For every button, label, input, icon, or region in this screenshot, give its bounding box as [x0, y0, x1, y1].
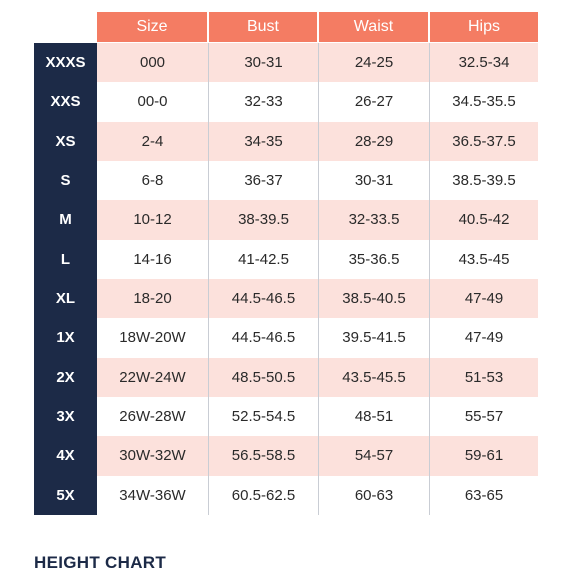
- cell-size: 2-4: [97, 121, 209, 161]
- size-label: XXS: [50, 93, 81, 111]
- cell-size: 30W-32W: [97, 436, 209, 476]
- table-row: 18W-20W 44.5-46.5 39.5-41.5 47-49: [97, 318, 538, 358]
- table-row: 18-20 44.5-46.5 38.5-40.5 47-49: [97, 278, 538, 319]
- table-row: 34W-36W 60.5-62.5 60-63 63-65: [97, 475, 538, 515]
- size-label: 3X: [56, 407, 75, 425]
- table-row: 10-12 38-39.5 32-33.5 40.5-42: [97, 200, 538, 240]
- size-label: XXXS: [45, 54, 86, 71]
- cell-hips: 34.5-35.5: [430, 82, 538, 122]
- cell-hips: 38.5-39.5: [430, 160, 538, 201]
- cell-waist: 60-63: [319, 475, 430, 515]
- height-chart-title: HEIGHT CHART: [34, 553, 167, 572]
- size-chart-header: Size Bust Waist Hips: [97, 12, 538, 42]
- cell-size: 000: [97, 43, 209, 83]
- cell-bust: 38-39.5: [209, 200, 319, 240]
- cell-hips: 63-65: [430, 475, 538, 515]
- cell-waist: 28-29: [319, 121, 430, 161]
- cell-hips: 55-57: [430, 396, 538, 437]
- cell-size: 18-20: [97, 278, 209, 319]
- header-waist: Waist: [319, 12, 430, 42]
- cell-size: 26W-28W: [97, 396, 209, 437]
- size-label: 4X: [56, 447, 75, 465]
- cell-waist: 30-31: [319, 160, 430, 201]
- size-label: XS: [55, 132, 76, 150]
- cell-bust: 44.5-46.5: [209, 278, 319, 319]
- cell-bust: 48.5-50.5: [209, 357, 319, 397]
- cell-bust: 32-33: [209, 82, 319, 122]
- cell-size: 14-16: [97, 239, 209, 279]
- cell-hips: 36.5-37.5: [430, 121, 538, 161]
- cell-bust: 36-37: [209, 160, 319, 201]
- table-row: 30W-32W 56.5-58.5 54-57 59-61: [97, 436, 538, 476]
- header-hips: Hips: [430, 12, 538, 42]
- cell-bust: 41-42.5: [209, 239, 319, 279]
- table-row: 26W-28W 52.5-54.5 48-51 55-57: [97, 396, 538, 437]
- size-label: S: [60, 171, 71, 189]
- cell-size: 22W-24W: [97, 357, 209, 397]
- cell-size: 18W-20W: [97, 318, 209, 358]
- table-row: 00-0 32-33 26-27 34.5-35.5: [97, 82, 538, 122]
- size-chart-body: 000 30-31 24-25 32.5-34 00-0 32-33 26-27…: [97, 43, 538, 515]
- table-row: 14-16 41-42.5 35-36.5 43.5-45: [97, 239, 538, 279]
- cell-hips: 40.5-42: [430, 200, 538, 240]
- cell-size: 10-12: [97, 200, 209, 240]
- size-label: M: [59, 211, 72, 229]
- size-label: XL: [55, 289, 76, 307]
- cell-hips: 43.5-45: [430, 239, 538, 279]
- size-label-column: XXXS XXS XS S M L XL 1X 2X 3X 4X 5X: [34, 43, 97, 515]
- cell-waist: 54-57: [319, 436, 430, 476]
- cell-bust: 52.5-54.5: [209, 396, 319, 437]
- table-row: 2-4 34-35 28-29 36.5-37.5: [97, 121, 538, 161]
- cell-hips: 59-61: [430, 436, 538, 476]
- cell-hips: 32.5-34: [430, 43, 538, 83]
- size-label: 1X: [56, 329, 75, 347]
- cell-bust: 56.5-58.5: [209, 436, 319, 476]
- cell-waist: 43.5-45.5: [319, 357, 430, 397]
- table-row: 22W-24W 48.5-50.5 43.5-45.5 51-53: [97, 357, 538, 397]
- cell-waist: 39.5-41.5: [319, 318, 430, 358]
- cell-bust: 60.5-62.5: [209, 475, 319, 515]
- cell-size: 00-0: [97, 82, 209, 122]
- table-row: 000 30-31 24-25 32.5-34: [97, 43, 538, 83]
- table-row: 6-8 36-37 30-31 38.5-39.5: [97, 160, 538, 201]
- cell-size: 34W-36W: [97, 475, 209, 515]
- cell-hips: 51-53: [430, 357, 538, 397]
- cell-waist: 48-51: [319, 396, 430, 437]
- cell-waist: 38.5-40.5: [319, 278, 430, 319]
- header-size: Size: [97, 12, 209, 42]
- cell-hips: 47-49: [430, 278, 538, 319]
- size-label: L: [60, 250, 71, 268]
- cell-bust: 30-31: [209, 43, 319, 83]
- header-bust: Bust: [209, 12, 319, 42]
- size-label: 5X: [56, 486, 75, 504]
- cell-waist: 26-27: [319, 82, 430, 122]
- cell-bust: 44.5-46.5: [209, 318, 319, 358]
- cell-bust: 34-35: [209, 121, 319, 161]
- cell-size: 6-8: [97, 160, 209, 201]
- cell-waist: 32-33.5: [319, 200, 430, 240]
- size-label: 2X: [56, 368, 75, 386]
- cell-hips: 47-49: [430, 318, 538, 358]
- cell-waist: 24-25: [319, 43, 430, 83]
- cell-waist: 35-36.5: [319, 239, 430, 279]
